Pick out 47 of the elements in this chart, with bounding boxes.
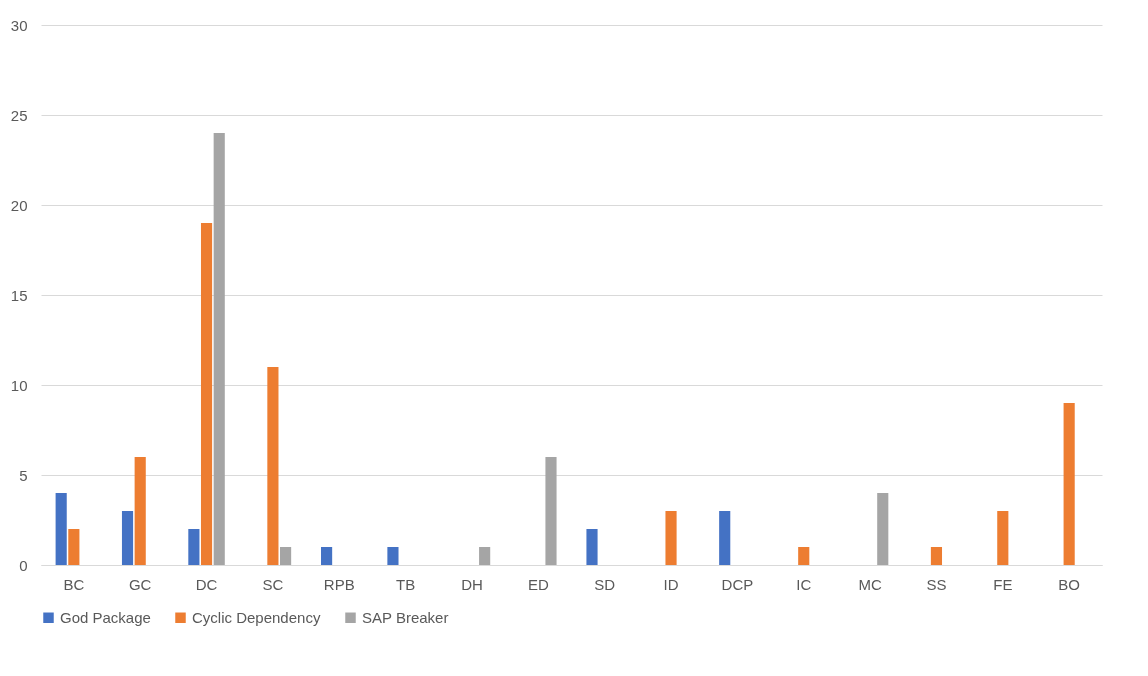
bar	[798, 547, 810, 565]
bar	[213, 133, 225, 565]
x-tick-label: DC	[195, 575, 218, 593]
bar	[877, 493, 889, 565]
x-tick-label: IC	[796, 575, 812, 593]
bar	[68, 529, 80, 565]
bar	[665, 511, 677, 565]
legend-label: God Package	[60, 608, 151, 626]
x-tick-label: RPB	[323, 575, 355, 593]
x-tick-label: SS	[926, 575, 947, 593]
bar	[55, 493, 67, 565]
y-tick-label: 20	[10, 196, 28, 214]
x-tick-label: ID	[663, 575, 679, 593]
bar	[121, 511, 134, 565]
bar	[997, 511, 1009, 565]
bar	[719, 511, 731, 565]
y-tick-label: 25	[10, 106, 28, 124]
x-tick-label: GC	[128, 575, 152, 593]
bar	[267, 367, 279, 565]
bar	[586, 529, 598, 565]
legend-label: SAP Breaker	[362, 608, 449, 626]
bar	[1063, 403, 1075, 565]
bar	[134, 457, 146, 565]
x-tick-label: DH	[461, 575, 483, 593]
bar	[280, 547, 292, 565]
bar	[321, 547, 333, 565]
bar	[188, 529, 200, 565]
bar	[200, 223, 213, 565]
x-tick-label: DCP	[721, 575, 754, 593]
x-tick-label: FE	[993, 575, 1013, 593]
x-tick-label: ED	[527, 575, 549, 593]
y-tick-label: 30	[10, 16, 28, 34]
bar	[545, 457, 557, 565]
x-tick-label: TB	[396, 575, 416, 593]
bar	[930, 547, 943, 565]
y-tick-label: 0	[19, 556, 28, 574]
x-tick-label: SD	[594, 575, 616, 593]
x-tick-label: BC	[63, 575, 85, 593]
x-tick-label: SC	[262, 575, 284, 593]
x-tick-label: BO	[1058, 575, 1080, 593]
y-tick-label: 15	[10, 286, 28, 304]
x-tick-label: MC	[858, 575, 882, 593]
y-tick-label: 10	[10, 376, 28, 394]
bar	[479, 547, 491, 565]
legend-label: Cyclic Dependency	[192, 608, 321, 626]
bar	[387, 547, 399, 565]
y-tick-label: 5	[19, 466, 28, 484]
